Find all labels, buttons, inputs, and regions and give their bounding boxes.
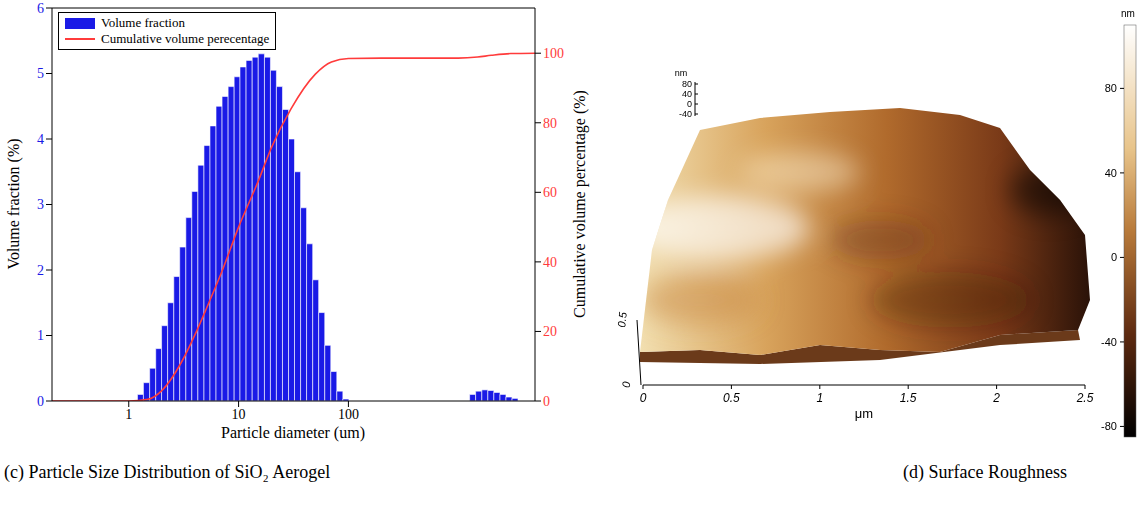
svg-text:6: 6 [37, 1, 44, 16]
svg-text:4: 4 [37, 132, 44, 147]
svg-text:40: 40 [1105, 167, 1117, 179]
html-text:(c) Particle Size Distribution: (c) Particle Size Distribution of SiO₂ A… [4, 462, 331, 482]
svg-text:100: 100 [338, 407, 359, 422]
svg-text:1: 1 [125, 407, 132, 422]
svg-text:0: 0 [687, 99, 692, 109]
svg-text:20: 20 [543, 324, 557, 339]
svg-text:1: 1 [816, 391, 823, 405]
svg-text:2: 2 [992, 391, 1000, 405]
svg-text:5: 5 [37, 66, 44, 81]
svg-text:0: 0 [543, 394, 550, 409]
svg-text:100: 100 [543, 46, 564, 61]
svg-text:3: 3 [37, 197, 44, 212]
svg-text:0: 0 [620, 380, 633, 388]
svg-text:μm: μm [855, 406, 873, 421]
svg-text:80: 80 [543, 116, 557, 131]
svg-text:0: 0 [1111, 251, 1117, 263]
svg-text:80: 80 [1105, 82, 1117, 94]
svg-text:0.5: 0.5 [723, 391, 740, 405]
svg-text:nm: nm [675, 68, 688, 78]
svg-text:-40: -40 [679, 109, 692, 119]
svg-text:2.5: 2.5 [1076, 391, 1094, 405]
html-text:Volume fraction (%): Volume fraction (%) [5, 138, 22, 270]
svg-text:1: 1 [37, 328, 44, 343]
svg-text:40: 40 [682, 89, 692, 99]
svg-text:-40: -40 [1101, 336, 1117, 348]
svg-text:0: 0 [640, 391, 647, 405]
svg-text:0.5: 0.5 [615, 311, 628, 328]
html-text:Volume fraction: Volume fraction [101, 15, 185, 30]
svg-text:60: 60 [543, 185, 557, 200]
svg-text:2: 2 [37, 263, 44, 278]
svg-text:10: 10 [232, 407, 246, 422]
svg-text:40: 40 [543, 255, 557, 270]
svg-text:1.5: 1.5 [900, 391, 917, 405]
svg-text:-80: -80 [1101, 420, 1117, 432]
html-text:Cumulative volume percentage (: Cumulative volume percentage (%) [571, 90, 588, 318]
html-text:Cumulative volume perecentage: Cumulative volume perecentage [101, 31, 270, 46]
svg-text:0: 0 [37, 394, 44, 409]
html-text:Particle diameter (um): Particle diameter (um) [221, 424, 365, 441]
svg-text:80: 80 [682, 79, 692, 89]
html-text:(d) Surface Roughness: (d) Surface Roughness [903, 462, 1067, 482]
svg-text:nm: nm [1121, 8, 1135, 19]
